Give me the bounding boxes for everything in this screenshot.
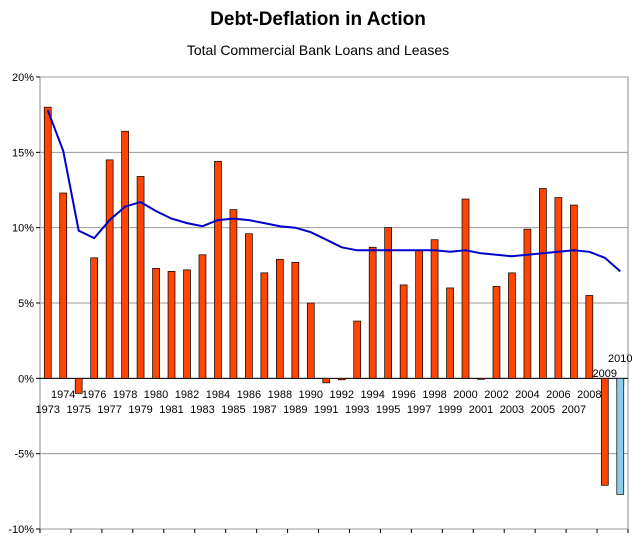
- x-tick-label: 2002: [484, 389, 508, 401]
- y-tick-label: -10%: [8, 524, 34, 536]
- y-tick-label: 0%: [18, 373, 34, 385]
- bar: [446, 287, 454, 379]
- bar: [90, 257, 98, 379]
- x-tick-label: 1990: [299, 389, 323, 401]
- bar: [539, 188, 547, 379]
- x-tick-label: 1999: [438, 404, 462, 416]
- x-tick-label: 2000: [453, 389, 477, 401]
- bar: [59, 192, 68, 379]
- y-tick-label: 15%: [12, 147, 34, 159]
- bar: [585, 295, 594, 379]
- x-tick-label: 1983: [190, 404, 214, 416]
- x-tick-label: 1988: [268, 389, 292, 401]
- y-tick-label: -5%: [14, 449, 34, 461]
- bar: [167, 271, 176, 379]
- x-tick-label: 1993: [345, 404, 369, 416]
- bar: [461, 198, 470, 379]
- bar: [306, 302, 315, 379]
- bar: [384, 227, 392, 379]
- bar: [353, 320, 362, 379]
- bar: [415, 249, 423, 379]
- x-tick-label: 1977: [97, 404, 121, 416]
- bar: [523, 228, 532, 379]
- x-tick-label: 2005: [531, 404, 555, 416]
- bar: [198, 254, 207, 379]
- x-tick-label: 2007: [562, 404, 586, 416]
- bar: [616, 377, 625, 495]
- x-tick-label: 1981: [159, 404, 183, 416]
- x-tick-label: 1973: [35, 404, 59, 416]
- x-tick-label: 1978: [113, 389, 137, 401]
- x-tick-label: 1980: [144, 389, 168, 401]
- bar: [291, 261, 300, 379]
- bar: [337, 377, 346, 381]
- bar: [74, 377, 83, 394]
- bar: [600, 377, 609, 486]
- x-tick-label: 2006: [546, 389, 570, 401]
- x-tick-label: 1974: [51, 389, 75, 401]
- x-tick-label: 1986: [237, 389, 261, 401]
- x-tick-label: 2008: [577, 389, 601, 401]
- x-tick-label: 1997: [407, 404, 431, 416]
- bar: [105, 159, 114, 379]
- bar: [214, 161, 222, 379]
- chart-subtitle: Total Commercial Bank Loans and Leases: [187, 42, 449, 58]
- x-tick-label: 2009: [593, 368, 617, 380]
- x-tick-label: 2004: [515, 389, 539, 401]
- x-tick-label: 2003: [500, 404, 524, 416]
- bar: [229, 209, 238, 379]
- y-tick-label: 20%: [12, 72, 34, 84]
- x-tick-label: 1975: [66, 404, 90, 416]
- bar: [260, 272, 269, 379]
- plot-area: -10% -5% 0% 5% 10% 15% 20% 1973 1974 1975 1976 1977…: [8, 72, 632, 536]
- bar: [183, 269, 191, 379]
- trend-line: [46, 109, 621, 273]
- x-tick-label: 1989: [283, 404, 307, 416]
- x-tick-label: 2010: [608, 353, 632, 365]
- bar: [570, 204, 578, 379]
- x-tick-label: 1987: [252, 404, 276, 416]
- bar: [430, 239, 439, 379]
- x-tick-label: 1984: [206, 389, 230, 401]
- bar: [43, 106, 52, 379]
- bar: [245, 233, 253, 379]
- x-tick-label: 2001: [469, 404, 493, 416]
- bar: [368, 246, 377, 379]
- y-tick-label: 5%: [18, 298, 34, 310]
- bar: [152, 267, 160, 379]
- bar: [399, 284, 408, 379]
- x-tick-label: 1979: [128, 404, 152, 416]
- x-tick-label: 1996: [391, 389, 415, 401]
- x-tick-label: 1985: [221, 404, 245, 416]
- x-tick-label: 1995: [376, 404, 400, 416]
- x-tick-label: 1991: [314, 404, 338, 416]
- x-tick-label: 1982: [175, 389, 199, 401]
- bar: [477, 377, 485, 380]
- y-tick-label: 10%: [12, 223, 34, 235]
- bar: [492, 286, 501, 379]
- bar: [136, 176, 145, 379]
- x-tick-label: 1994: [360, 389, 384, 401]
- x-tick-label: 1992: [329, 389, 353, 401]
- chart-title: Debt-Deflation in Action: [210, 9, 426, 30]
- x-tick-label: 1976: [82, 389, 106, 401]
- bar: [276, 258, 284, 379]
- bar: [508, 272, 516, 379]
- x-tick-label: 1998: [422, 389, 446, 401]
- bar: [322, 377, 331, 384]
- bar: [121, 130, 129, 379]
- bar: [554, 197, 563, 379]
